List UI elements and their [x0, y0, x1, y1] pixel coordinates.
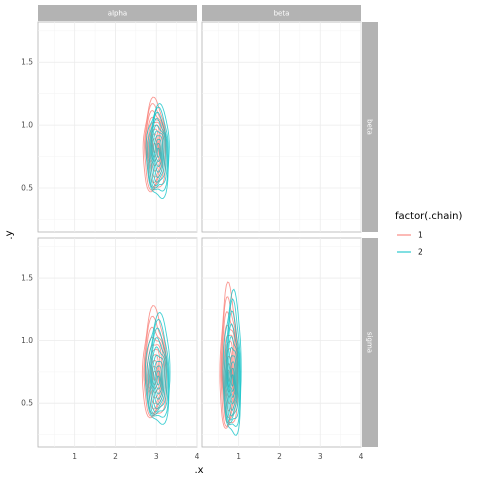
density-contour-chain-2 — [155, 143, 162, 163]
density-contour-chain-1 — [147, 348, 161, 399]
density-contour-chain-2 — [151, 354, 165, 405]
density-contour-chain-1 — [142, 96, 167, 193]
strip-row-beta — [362, 22, 378, 232]
density-contour-chain-2 — [146, 318, 170, 418]
density-contour-chain-2 — [152, 135, 163, 173]
density-contour-chain-2 — [156, 147, 160, 158]
x-tick-label: 4 — [195, 452, 200, 461]
legend-label: 2 — [418, 248, 423, 257]
panel-alpha-beta — [37, 21, 198, 233]
strip-col-label: beta — [274, 10, 290, 18]
y-tick-label: 0.5 — [21, 399, 33, 408]
x-tick-label: 2 — [277, 452, 282, 461]
strip-col-label: alpha — [108, 10, 127, 18]
axis-ticks: 0.5 1.0 1.5 0.5 1.0 1.5 1 2 3 4 1 2 3 4 — [21, 58, 364, 461]
y-axis-title: .y — [4, 230, 15, 239]
density-contour-chain-2 — [229, 361, 236, 398]
density-contour-chain-2 — [231, 374, 234, 387]
y-tick-label: 1.0 — [21, 336, 33, 345]
y-tick-label: 1.5 — [21, 274, 33, 283]
strip-col-beta — [202, 5, 361, 21]
density-contour-chain-1 — [219, 281, 239, 429]
facet-panels: alpha beta beta sigma 0.5 1.0 1.5 0.5 1.0 1.5 1 2 3 4… — [21, 5, 378, 461]
strip-row-sigma — [362, 238, 378, 447]
density-contour-chain-2 — [228, 355, 237, 405]
legend: factor(.chain) 12 — [395, 211, 462, 257]
legend-title: factor(.chain) — [395, 211, 462, 222]
density-contour-chain-2 — [148, 111, 168, 189]
strip-col-alpha — [38, 5, 197, 21]
legend-entries: 12 — [397, 231, 423, 257]
density-contour-chain-2 — [151, 130, 165, 179]
density-contour-chain-2 — [226, 335, 239, 417]
x-tick-label: 2 — [113, 452, 118, 461]
density-contour-chain-2 — [150, 346, 167, 410]
density-contour-chain-2 — [153, 365, 163, 395]
panel-background — [37, 237, 198, 448]
density-contour-chain-2 — [150, 124, 166, 183]
density-contour-chain-2 — [149, 337, 168, 413]
panel-beta-sigma — [201, 237, 362, 448]
density-contour-chain-2 — [225, 310, 241, 424]
panel-alpha-sigma — [37, 237, 198, 448]
density-contour-chain-2 — [154, 138, 163, 168]
density-contour-chain-2 — [155, 370, 162, 390]
density-contour-chain-2 — [230, 367, 235, 392]
density-contour-chain-2 — [156, 375, 161, 386]
density-contour-chain-2 — [223, 298, 241, 428]
y-tick-label: 0.5 — [21, 183, 33, 192]
density-contour-chain-2 — [222, 288, 242, 436]
legend-label: 1 — [418, 231, 423, 240]
x-tick-label: 1 — [72, 452, 77, 461]
density-contour-chain-2 — [226, 323, 240, 421]
x-axis-title: .x — [194, 465, 203, 476]
y-tick-label: 1.0 — [21, 121, 33, 130]
x-tick-label: 3 — [154, 452, 159, 461]
density-contour-chain-2 — [144, 311, 171, 425]
density-contour-chain-1 — [141, 304, 168, 419]
x-tick-label: 4 — [359, 452, 364, 461]
density-contour-chain-1 — [221, 324, 236, 419]
density-contour-chain-2 — [227, 346, 238, 411]
density-contour-chain-2 — [145, 102, 170, 199]
x-tick-label: 3 — [318, 452, 323, 461]
y-tick-label: 1.5 — [21, 58, 33, 67]
strip-row-label: beta — [366, 119, 374, 135]
strip-row-label: sigma — [366, 332, 374, 353]
density-contour-chain-2 — [147, 106, 169, 192]
density-contour-chain-2 — [148, 327, 169, 415]
density-contour-chain-2 — [152, 360, 164, 400]
panel-background — [37, 21, 198, 233]
density-contour-chain-2 — [150, 118, 168, 187]
panel-beta-beta — [201, 21, 362, 233]
x-tick-label: 1 — [236, 452, 241, 461]
panel-background — [201, 21, 362, 233]
